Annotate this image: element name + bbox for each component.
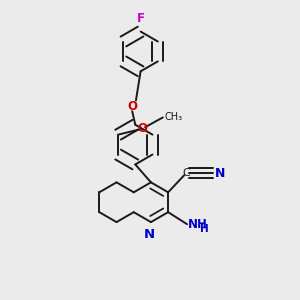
Text: CH₃: CH₃ [164,112,182,122]
Text: C: C [182,168,190,178]
Text: O: O [127,100,137,113]
Text: O: O [138,122,148,135]
Text: N: N [144,228,155,241]
Text: N: N [215,167,226,180]
Text: F: F [136,12,145,25]
Text: H: H [200,224,208,234]
Text: NH: NH [188,218,208,231]
